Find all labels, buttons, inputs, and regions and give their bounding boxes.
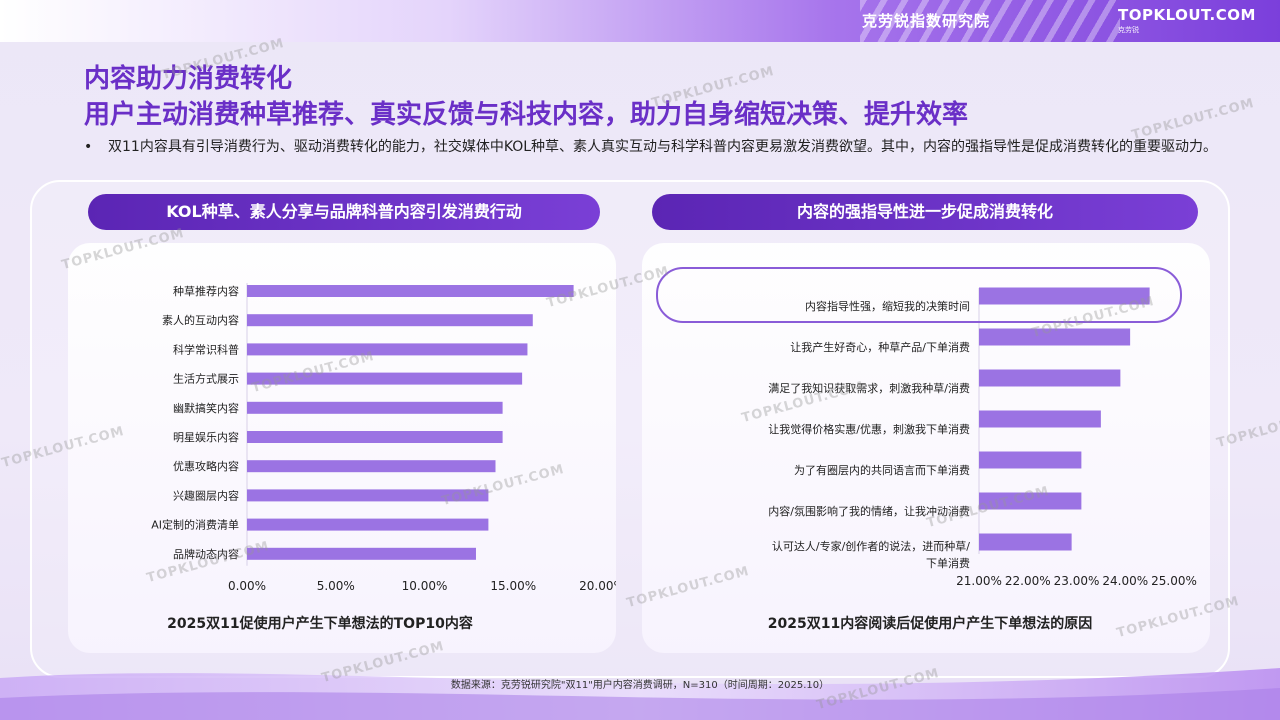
bar [247,518,489,531]
x-tick-label: 24.00% [1102,574,1148,588]
bar [979,492,1082,510]
category-label: 让我产生好奇心，种草产品/下单消费 [790,340,970,354]
brand-logo-main: TOPKLOUT.COM [1118,6,1256,24]
category-label: AI定制的消费清单 [151,518,239,532]
summary-bullet: • 双11内容具有引导消费行为、驱动消费转化的能力，社交媒体中KOL种草、素人真… [84,136,1224,158]
bar [979,328,1131,346]
bar [247,285,574,297]
right-chart-caption: 2025双11内容阅读后促使用户产生下单想法的原因 [767,616,1093,632]
page-subtitle: 用户主动消费种草推荐、真实反馈与科技内容，助力自身缩短决策、提升效率 [84,100,969,130]
page-title: 内容助力消费转化 [84,64,293,94]
bar [979,410,1101,428]
x-tick-label: 21.00% [956,574,1002,588]
top10-content-bar-chart: 种草推荐内容素人的互动内容科学常识科普生活方式展示幽默搞笑内容明星娱乐内容优惠攻… [151,283,616,593]
category-label: 认可达人/专家/创作者的说法，进而种草/ [772,539,970,553]
bullet-dot: • [84,139,93,155]
data-source: 数据来源：克劳锐研究院"双11"用户内容消费调研，N=310（时间周期：2025… [450,680,830,691]
category-label: 兴趣圈层内容 [173,488,239,502]
brand-logo: TOPKLOUT.COM 克劳锐 [1118,6,1256,35]
left-chart-panel [68,243,616,653]
category-label: 内容/氛围影响了我的情绪，让我冲动消费 [768,504,970,518]
bar [979,451,1082,469]
category-label: 种草推荐内容 [173,284,239,298]
category-label: 科学常识科普 [173,342,239,356]
x-tick-label: 15.00% [490,579,536,593]
bar [979,533,1072,551]
x-tick-label: 0.00% [228,579,266,593]
footer-wave [0,668,1280,720]
bar [247,401,503,414]
category-label: 优惠攻略内容 [173,459,239,473]
category-label: 让我觉得价格实惠/优惠，刺激我下单消费 [768,422,970,436]
x-tick-label: 20.00% [579,579,616,593]
bar [247,489,489,502]
bar [247,314,533,327]
bar [979,287,1150,305]
bar [247,343,528,356]
category-label: 幽默搞笑内容 [173,401,239,415]
reasons-bar-chart: 内容指导性强，缩短我的决策时间让我产生好奇心，种草产品/下单消费满足了我知识获取… [656,267,1197,588]
bar [247,460,496,473]
left-chart-caption: 2025双11促使用户产生下单想法的TOP10内容 [167,616,473,632]
right-chart-panel [642,243,1210,653]
bar [247,547,476,560]
left-panel-header: KOL种草、素人分享与品牌科普内容引发消费行动 [88,194,600,230]
summary-text: 双11内容具有引导消费行为、驱动消费转化的能力，社交媒体中KOL种草、素人真实互… [108,139,1218,155]
category-label: 素人的互动内容 [162,313,239,327]
highlight-frame [656,267,1182,323]
org-name: 克劳锐指数研究院 [862,12,991,30]
banner-stripes [860,0,1120,42]
bar [247,372,523,385]
x-tick-label: 10.00% [402,579,448,593]
brand-logo-sub: 克劳锐 [1118,26,1139,34]
bar [979,369,1121,387]
x-tick-label: 25.00% [1151,574,1197,588]
x-tick-label: 23.00% [1054,574,1100,588]
category-label: 内容指导性强，缩短我的决策时间 [805,299,970,313]
category-label: 明星娱乐内容 [173,430,239,444]
category-label: 下单消费 [926,556,970,570]
x-tick-label: 5.00% [317,579,355,593]
bar [247,431,503,443]
category-label: 满足了我知识获取需求，刺激我种草/消费 [768,381,970,395]
category-label: 为了有圈层内的共同语言而下单消费 [794,463,970,477]
top-banner: 克劳锐指数研究院 TOPKLOUT.COM 克劳锐 [0,0,1280,42]
right-panel-header: 内容的强指导性进一步促成消费转化 [652,194,1198,230]
category-label: 品牌动态内容 [173,547,239,561]
category-label: 生活方式展示 [173,372,239,386]
x-tick-label: 22.00% [1005,574,1051,588]
